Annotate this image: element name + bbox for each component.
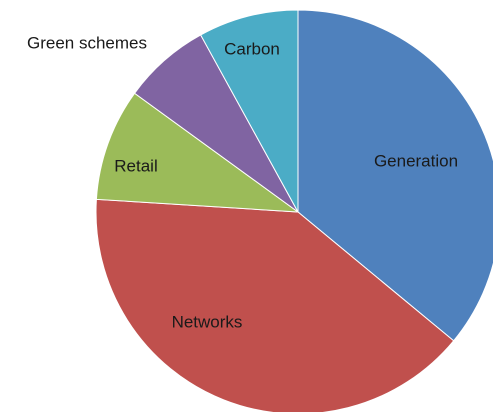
pie-slice-carbon xyxy=(200,9,299,213)
pie-slice-retail xyxy=(95,92,300,213)
pie-label-green-schemes: Green schemes xyxy=(27,33,147,52)
pie-label-carbon: Carbon xyxy=(224,39,280,58)
pie-label-retail: Retail xyxy=(114,156,157,175)
pie-slice-networks xyxy=(95,198,455,412)
pie-label-networks: Networks xyxy=(172,312,243,331)
pie-slice-generation xyxy=(297,9,493,342)
pie-label-generation: Generation xyxy=(374,151,458,170)
